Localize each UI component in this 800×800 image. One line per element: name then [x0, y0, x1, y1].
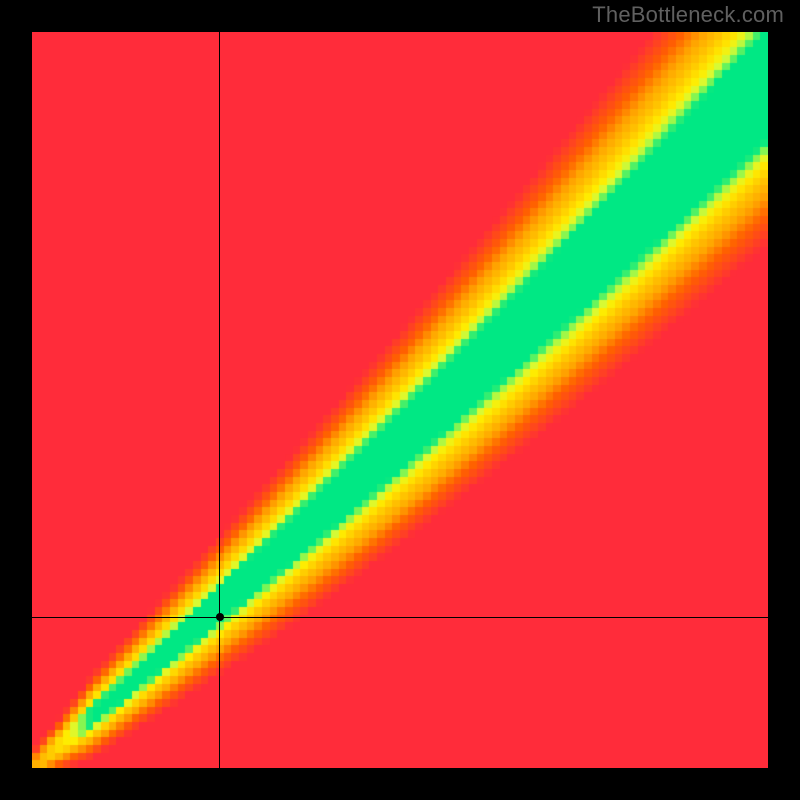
heatmap-plot-area	[32, 32, 768, 768]
crosshair-vertical-line	[219, 32, 220, 768]
crosshair-horizontal-line	[32, 617, 768, 618]
watermark-text: TheBottleneck.com	[592, 2, 784, 28]
crosshair-marker-dot	[216, 613, 224, 621]
bottleneck-heatmap-canvas	[32, 32, 768, 768]
